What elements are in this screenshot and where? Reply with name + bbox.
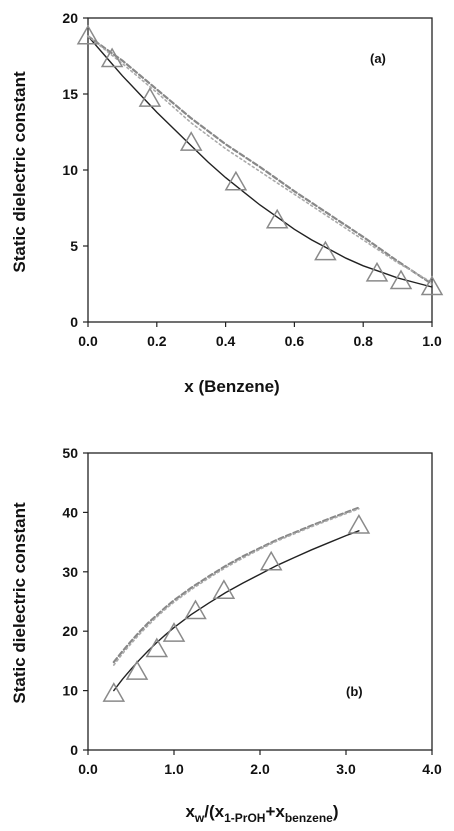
chart-a-marks bbox=[76, 24, 444, 296]
chart-b-y-axis-title: Static dielectric constant bbox=[10, 502, 29, 704]
chart-a-data-point-triangle bbox=[224, 170, 248, 191]
chart-b-data-point-triangle bbox=[145, 637, 169, 658]
chart-a-data-point-triangle bbox=[420, 275, 444, 296]
chart-a-x-tick-label: 0.6 bbox=[285, 333, 305, 349]
chart-b-y-tick-label: 0 bbox=[70, 742, 78, 758]
chart-b-y-tick-label: 30 bbox=[62, 564, 78, 580]
chart-a-panel-label: (a) bbox=[370, 51, 386, 66]
chart-b-x-ticks: 0.0 1.0 2.0 3.0 4.0 bbox=[78, 750, 442, 777]
chart-b-series-dotted-line bbox=[113, 508, 360, 666]
chart-b-x-tick-label: 2.0 bbox=[250, 761, 270, 777]
chart-a-x-axis-title: x (Benzene) bbox=[184, 377, 279, 396]
chart-a-y-tick-label: 15 bbox=[62, 86, 78, 102]
chart-b-x-tick-label: 4.0 bbox=[422, 761, 442, 777]
chart-b-series-solid-line bbox=[113, 530, 360, 692]
xlabel-sub-w: w bbox=[194, 811, 205, 825]
chart-b-x-tick-label: 0.0 bbox=[78, 761, 98, 777]
chart-b-data-point-triangle bbox=[125, 660, 149, 680]
chart-a-y-axis-title: Static dielectric constant bbox=[10, 71, 29, 273]
chart-b-x-tick-label: 3.0 bbox=[336, 761, 356, 777]
chart-b-marks bbox=[102, 506, 371, 702]
chart-a-series-dotted-line bbox=[87, 35, 433, 284]
xlabel-base: x bbox=[185, 802, 195, 821]
chart-b-panel-label: (b) bbox=[346, 684, 363, 699]
chart-a-y-tick-label: 20 bbox=[62, 10, 78, 26]
xlabel-sub-1-proh: 1-PrOH bbox=[224, 811, 265, 825]
xlabel-plus: +x bbox=[265, 802, 285, 821]
chart-b-data-point-triangle bbox=[162, 622, 186, 642]
chart-b-y-tick-label: 10 bbox=[62, 683, 78, 699]
chart-b-series-dashed-line bbox=[112, 506, 360, 664]
chart-b-data-point-triangle bbox=[259, 550, 283, 571]
chart-a-data-point-triangle bbox=[389, 269, 413, 290]
chart-a-data-point-triangle bbox=[179, 131, 203, 151]
chart-a-y-tick-label: 5 bbox=[70, 238, 78, 254]
chart-a-x-tick-label: 0.2 bbox=[147, 333, 167, 349]
chart-b-y-tick-label: 20 bbox=[62, 623, 78, 639]
chart-a-series-solid-line bbox=[87, 35, 433, 288]
chart-a-x-tick-label: 0.4 bbox=[216, 333, 236, 349]
chart-a-x-tick-label: 0.8 bbox=[353, 333, 373, 349]
chart-b-data-point-triangle bbox=[347, 513, 371, 534]
chart-a-data-point-triangle bbox=[100, 47, 124, 68]
chart-b-x-axis-title: xw/(x1-PrOH+xbenzene) bbox=[185, 802, 338, 825]
chart-a-y-ticks: 0 5 10 15 20 bbox=[62, 10, 88, 330]
chart-a-x-ticks: 0.0 0.2 0.4 0.6 0.8 1.0 bbox=[78, 322, 442, 349]
chart-a-x-tick-label: 1.0 bbox=[422, 333, 442, 349]
chart-b-data-point-triangle bbox=[102, 682, 126, 702]
chart-b-y-tick-label: 50 bbox=[62, 445, 78, 461]
chart-b-plot-area bbox=[87, 452, 433, 751]
chart-a-x-tick-label: 0.0 bbox=[78, 333, 98, 349]
chart-a-y-tick-label: 0 bbox=[70, 314, 78, 330]
chart-b-data-point-triangle bbox=[184, 599, 207, 620]
chart-a-y-tick-label: 10 bbox=[62, 162, 78, 178]
chart-b-y-tick-label: 40 bbox=[62, 504, 78, 520]
xlabel-close: ) bbox=[333, 802, 339, 821]
chart-a: 0.0 0.2 0.4 0.6 0.8 1.0 0 5 10 15 20 (a) x (Benze… bbox=[10, 10, 444, 396]
chart-b-y-ticks: 0 10 20 30 40 50 bbox=[62, 445, 88, 758]
xlabel-open: /(x bbox=[204, 802, 224, 821]
xlabel-sub-benzene: benzene bbox=[285, 811, 333, 825]
chart-a-data-point-triangle bbox=[138, 87, 162, 107]
chart-b: 0.0 1.0 2.0 3.0 4.0 0 10 20 30 40 50 (b) xw/(x1-P… bbox=[10, 445, 442, 825]
chart-a-data-point-triangle bbox=[365, 261, 389, 282]
chart-a-series-dashed-line bbox=[86, 35, 434, 286]
chart-a-data-point-triangle bbox=[314, 240, 337, 261]
chart-b-data-point-triangle bbox=[212, 579, 236, 600]
chart-a-data-point-triangle bbox=[76, 24, 100, 45]
chart-b-x-tick-label: 1.0 bbox=[164, 761, 184, 777]
chart-a-data-point-triangle bbox=[265, 208, 289, 229]
